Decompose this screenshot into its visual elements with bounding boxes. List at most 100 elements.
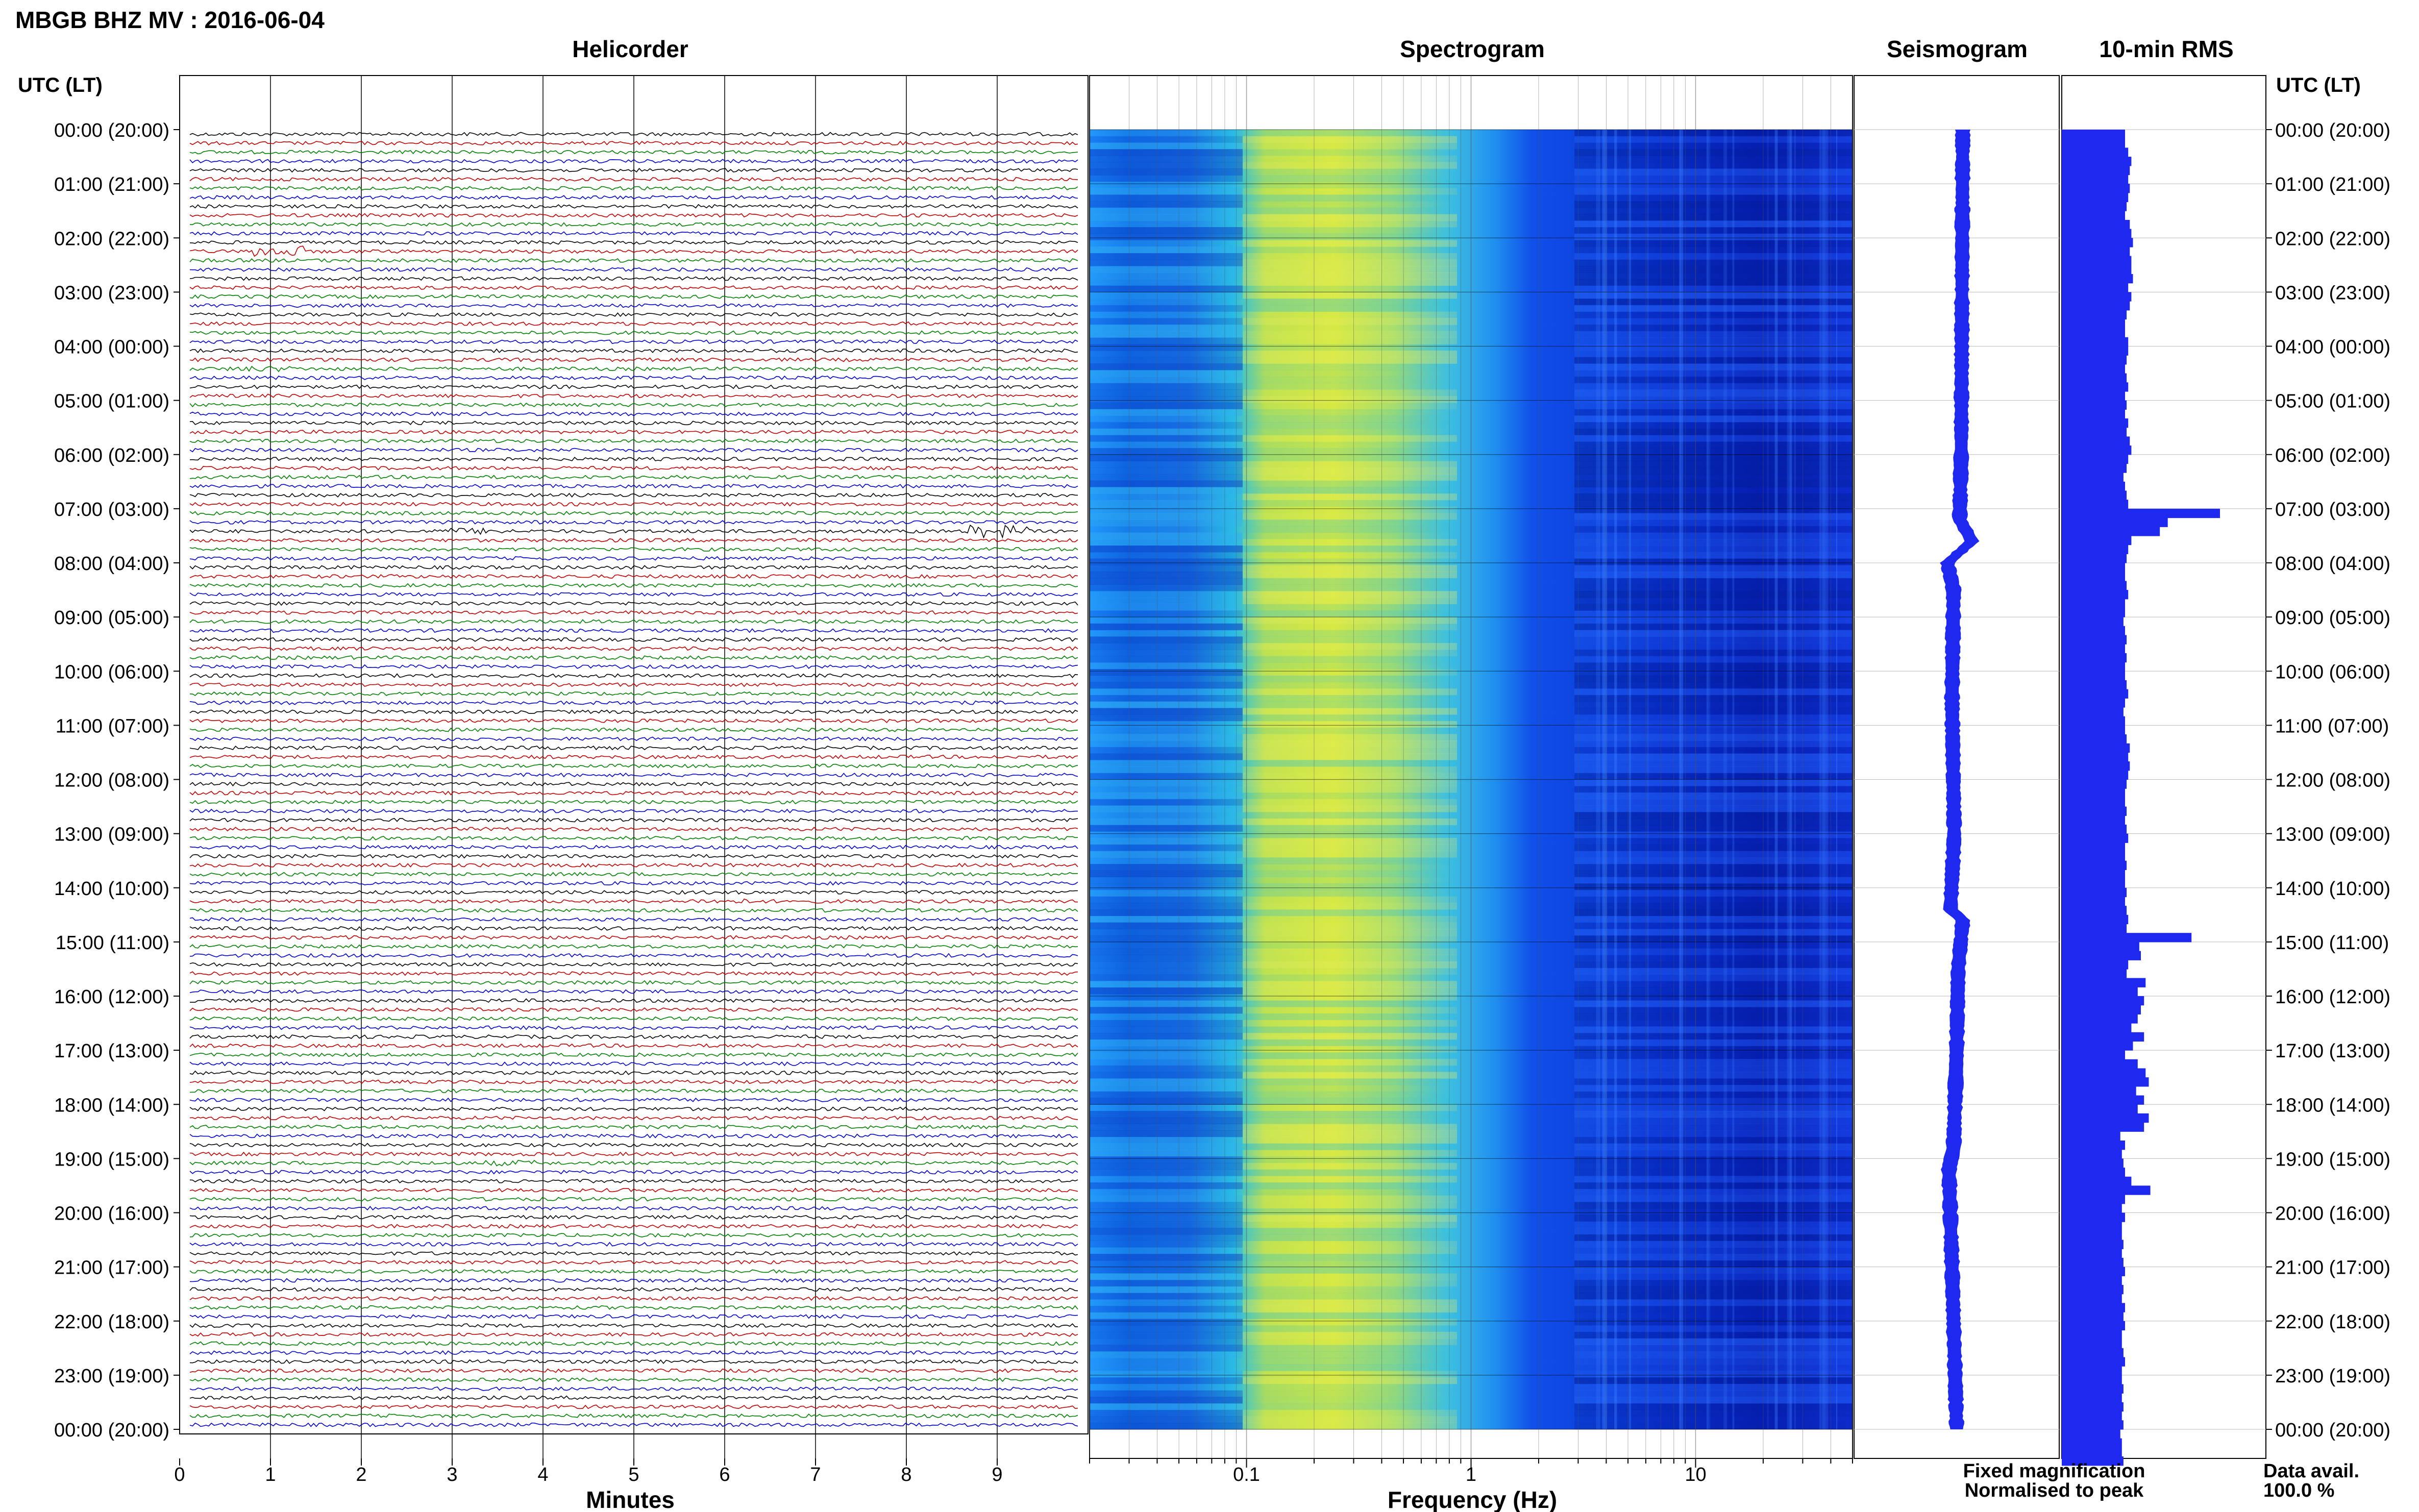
rms-bar [2062, 1294, 2122, 1303]
rms-bar [2062, 400, 2127, 410]
rms-bar [2062, 1393, 2122, 1403]
helicorder-trace [189, 1034, 1078, 1039]
rms-bar [2062, 752, 2129, 762]
helicorder-trace [189, 1287, 1078, 1292]
helicorder-trace [189, 1233, 1078, 1238]
data-avail-label: Data avail. [2263, 1460, 2359, 1482]
rms-bar [2062, 833, 2129, 843]
rms-bar [2062, 1212, 2125, 1222]
time-axis-title-left: UTC (LT) [18, 74, 103, 96]
rms-bar [2062, 788, 2125, 798]
spectrogram-panel: 0.1 1 10 [1089, 75, 1853, 1485]
rms-bar [2062, 797, 2125, 807]
rms-bar [2062, 761, 2130, 771]
helicorder-trace [189, 258, 1078, 263]
rms-bar [2062, 662, 2125, 672]
time-label-right: 15:00 (11:00) [2275, 932, 2389, 954]
rms-bar [2062, 1438, 2122, 1448]
rms-bar [2062, 328, 2125, 338]
time-label-left: 19:00 (15:00) [54, 1149, 169, 1170]
rms-bar [2062, 1276, 2122, 1285]
helicorder-trace [189, 1206, 1078, 1211]
time-label-right: 00:00 (20:00) [2275, 1420, 2390, 1441]
rms-bar [2062, 914, 2129, 925]
helicorder-trace [189, 980, 1078, 985]
rms-bar [2062, 906, 2127, 915]
rms-bar [2062, 707, 2124, 717]
time-label-left: 21:00 (17:00) [54, 1257, 169, 1279]
rms-bar [2062, 373, 2127, 383]
helicorder-trace [189, 177, 1078, 182]
rms-bar [2062, 779, 2127, 789]
time-label-left: 20:00 (16:00) [54, 1203, 169, 1225]
helicorder-trace [189, 773, 1078, 778]
helicorder-trace [189, 736, 1078, 741]
rms-bar [2062, 996, 2144, 1006]
time-label-right: 00:00 (20:00) [2275, 120, 2390, 141]
time-axis: 00:00 (20:00) 00:00 (20:00) 01:00 (21:00) 0… [54, 120, 2390, 1441]
time-label-right: 02:00 (22:00) [2275, 228, 2390, 250]
helicorder-trace [189, 1133, 1078, 1138]
rms-bar [2062, 716, 2125, 726]
time-label-left: 10:00 (06:00) [54, 661, 169, 683]
helicorder-trace [189, 1404, 1078, 1409]
helicorder-title: Helicorder [572, 36, 688, 62]
rms-bar [2062, 617, 2124, 627]
rms-bar [2062, 572, 2125, 581]
time-label-right: 18:00 (14:00) [2275, 1095, 2390, 1116]
helicorder-trace [189, 240, 1078, 245]
rms-bar [2062, 1357, 2125, 1367]
time-label-right: 23:00 (19:00) [2275, 1366, 2390, 1387]
time-label-left: 11:00 (07:00) [56, 715, 169, 737]
helicorder-trace [189, 971, 1078, 976]
helicorder-tick-label: 7 [810, 1464, 821, 1485]
helicorder-trace [189, 1278, 1078, 1283]
helicorder-trace [189, 465, 1078, 470]
rms-bar [2062, 1312, 2124, 1322]
rms-bar [2062, 436, 2130, 446]
rms-bar [2062, 978, 2146, 987]
helicorder-trace [189, 1305, 1078, 1310]
helicorder-trace [189, 285, 1078, 290]
time-label-right: 11:00 (07:00) [2275, 715, 2389, 737]
helicorder-trace [189, 655, 1078, 660]
helicorder-tick-label: 6 [719, 1464, 730, 1485]
helicorder-tick-label: 3 [447, 1464, 457, 1485]
helicorder-trace [189, 1143, 1078, 1148]
helicorder-trace [189, 1043, 1078, 1048]
rms-bar [2062, 364, 2125, 374]
rms-bar [2062, 887, 2127, 898]
rms-bar [2062, 418, 2129, 428]
rms-bar [2062, 1113, 2149, 1123]
helicorder-trace [189, 872, 1078, 877]
rms-bar [2062, 644, 2125, 654]
time-label-right: 05:00 (01:00) [2275, 391, 2390, 412]
helicorder-trace [189, 790, 1078, 796]
helicorder-trace [189, 245, 1078, 257]
rms-bar [2062, 879, 2125, 888]
helicorder-trace [189, 1350, 1078, 1355]
helicorder-trace [189, 186, 1078, 191]
helicorder-trace [189, 1214, 1078, 1220]
helicorder-trace [189, 1314, 1078, 1319]
rms-bar [2062, 1032, 2144, 1042]
rms-bar [2062, 238, 2133, 247]
time-label-right: 19:00 (15:00) [2275, 1149, 2390, 1170]
helicorder-trace [189, 854, 1078, 859]
helicorder-trace [189, 628, 1078, 633]
helicorder-trace [189, 222, 1078, 227]
rms-bar [2062, 770, 2129, 780]
time-label-right: 09:00 (05:00) [2275, 607, 2390, 629]
rms-bar [2062, 1447, 2122, 1457]
rms-bar [2062, 283, 2129, 292]
helicorder-tick-label: 4 [537, 1464, 548, 1485]
seismogram-trace [1940, 130, 1980, 1429]
rms-bar [2062, 1420, 2124, 1430]
helicorder-trace [189, 1016, 1078, 1021]
rms-bar [2062, 202, 2127, 211]
helicorder-trace [189, 475, 1078, 480]
spectrogram-title: Spectrogram [1400, 36, 1545, 62]
helicorder-trace [189, 312, 1078, 317]
rms-bar [2062, 734, 2127, 744]
